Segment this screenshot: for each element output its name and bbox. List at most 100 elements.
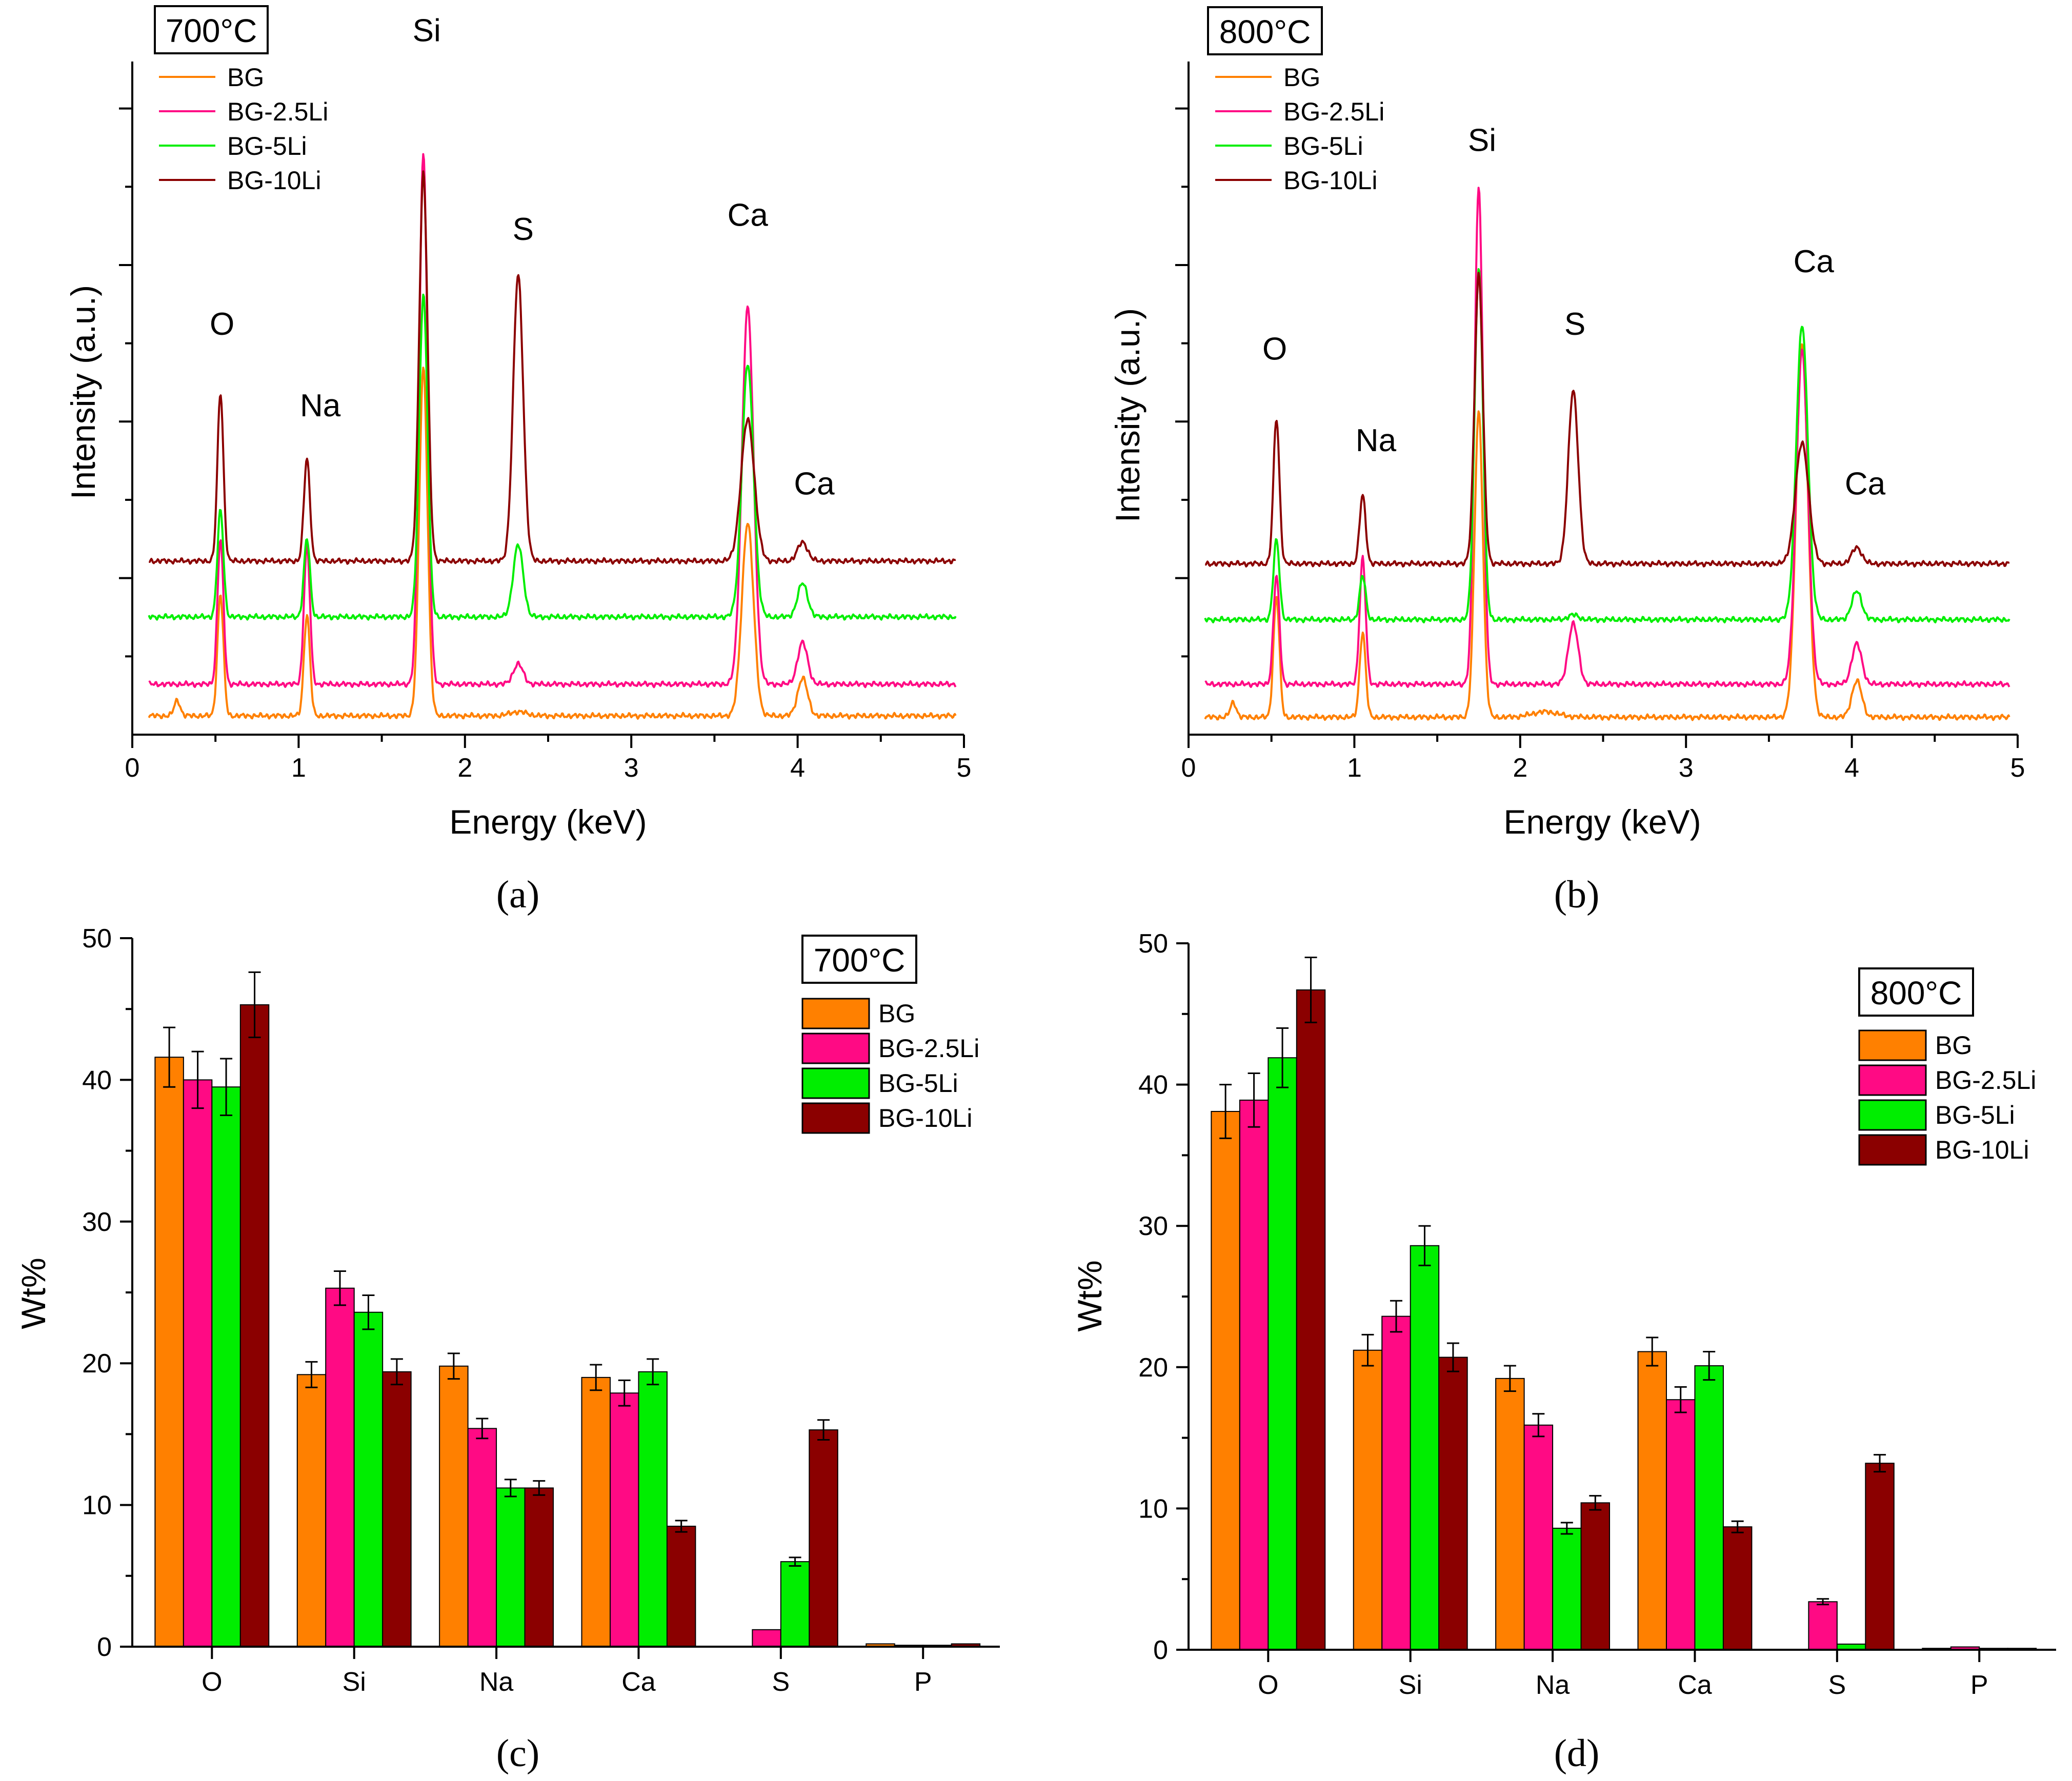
- x-axis-label: Energy (keV): [1503, 803, 1701, 841]
- series-line-bg-5li: [1204, 268, 2010, 623]
- bar-bg-5li-na: [1552, 1527, 1582, 1650]
- x-tick-label-o: O: [1258, 1670, 1278, 1700]
- y-tick-label: 0: [1153, 1635, 1168, 1665]
- bar-bg-10li-si: [382, 1371, 412, 1647]
- series-line-bg-5li: [148, 293, 957, 621]
- peak-label-o: O: [1262, 332, 1287, 367]
- y-tick-label: 50: [82, 924, 112, 954]
- panel-caption: (a): [496, 873, 539, 916]
- y-tick-label: 40: [1138, 1070, 1168, 1100]
- bar-bg-2-5li-s: [752, 1629, 781, 1648]
- bar-bg-5li-na: [496, 1487, 526, 1647]
- x-tick-label: 4: [790, 753, 805, 783]
- x-tick-label-si: Si: [343, 1667, 366, 1697]
- legend-swatch-bg: [801, 998, 870, 1029]
- bar-bg-2-5li-o: [183, 1079, 213, 1647]
- bar-bg-10li-o: [239, 1004, 270, 1647]
- bar-bg-10li-na: [1580, 1502, 1611, 1650]
- series-line-bg: [148, 367, 957, 720]
- peak-label-ca: Ca: [1794, 244, 1835, 279]
- legend-label-bg-2-5li: BG-2.5Li: [227, 97, 328, 126]
- series-line-bg-2-5li: [148, 153, 957, 689]
- legend-label-bg-5li: BG-5Li: [1935, 1101, 2015, 1129]
- x-tick-label-s: S: [1828, 1670, 1846, 1700]
- x-tick-label: 1: [291, 753, 306, 783]
- bar-bg-o: [154, 1057, 184, 1647]
- y-tick-label: 20: [82, 1349, 112, 1379]
- bar-bg-2-5li-s: [1808, 1601, 1838, 1650]
- x-tick-label: 5: [2010, 753, 2025, 783]
- legend-label-bg: BG: [1935, 1031, 1972, 1060]
- x-tick-label: 0: [1181, 753, 1196, 783]
- peak-label-si: Si: [413, 13, 441, 49]
- x-tick-label-o: O: [202, 1667, 222, 1697]
- x-tick-label-p: P: [1970, 1670, 1988, 1700]
- bar-bg-5li-s: [780, 1561, 810, 1647]
- x-tick-label-si: Si: [1399, 1670, 1422, 1700]
- bar-bg-5li-ca: [638, 1371, 668, 1647]
- bar-bg-si: [1353, 1349, 1383, 1650]
- bar-bg-10li-si: [1438, 1357, 1468, 1651]
- bar-bg-10li-ca: [1722, 1526, 1753, 1651]
- panel-caption: (c): [496, 1732, 539, 1775]
- y-tick-label: 10: [1138, 1494, 1168, 1524]
- legend-swatch-bg: [1858, 1029, 1927, 1061]
- series-line-bg: [1204, 343, 2010, 721]
- panel-caption: (b): [1554, 873, 1600, 916]
- legend-label-bg: BG: [227, 63, 264, 92]
- temperature-box: [154, 5, 269, 54]
- legend-label-bg-5li: BG-5Li: [227, 132, 307, 160]
- x-tick-label: 2: [457, 753, 472, 783]
- temperature-box: [1207, 6, 1323, 55]
- peak-label-na: Na: [1356, 423, 1397, 458]
- legend-label-bg-2-5li: BG-2.5Li: [1283, 97, 1384, 126]
- bar-bg-na: [439, 1365, 469, 1647]
- y-tick-label: 30: [82, 1207, 112, 1237]
- series-line-bg-10li: [149, 170, 956, 565]
- panel-caption: (d): [1554, 1732, 1600, 1775]
- x-tick-label-na: Na: [1536, 1670, 1570, 1700]
- legend-label-bg-10li: BG-10Li: [878, 1104, 972, 1132]
- x-tick-label-ca: Ca: [621, 1667, 656, 1697]
- bar-bg-5li-si: [1410, 1245, 1440, 1650]
- peak-label-s: S: [1564, 307, 1585, 342]
- x-axis-label: Energy (keV): [449, 803, 647, 841]
- legend-label-bg-5li: BG-5Li: [1283, 132, 1363, 160]
- x-tick-label: 5: [957, 753, 972, 783]
- bar-bg-5li-si: [353, 1311, 384, 1648]
- bar-bg-ca: [1637, 1351, 1667, 1650]
- legend-swatch-bg-2-5li: [801, 1033, 870, 1064]
- bar-bg-2-5li-ca: [1665, 1399, 1696, 1650]
- bar-bg-o: [1211, 1110, 1240, 1651]
- peak-label-si: Si: [1468, 123, 1496, 158]
- bar-bg-2-5li-si: [325, 1287, 355, 1647]
- legend-label-bg-2-5li: BG-2.5Li: [878, 1034, 979, 1063]
- x-tick-label: 2: [1513, 753, 1527, 783]
- bar-bg-ca: [581, 1377, 611, 1648]
- bar-bg-10li-s: [809, 1429, 838, 1647]
- y-axis-label: Wt%: [1071, 1260, 1109, 1331]
- x-tick-label-s: S: [772, 1667, 790, 1697]
- x-tick-label-p: P: [914, 1667, 932, 1697]
- temperature-label: 700°C: [166, 12, 257, 49]
- legend-label-bg-2-5li: BG-2.5Li: [1935, 1066, 2036, 1095]
- peak-label-o: O: [210, 307, 234, 342]
- legend-label-bg: BG: [878, 999, 915, 1028]
- series-line-bg-2-5li: [1204, 187, 2010, 689]
- temperature-label: 700°C: [814, 942, 906, 979]
- bar-bg-10li-na: [524, 1487, 554, 1647]
- y-axis-label: Intensity (a.u.): [64, 285, 102, 499]
- temperature-box: [801, 935, 917, 984]
- y-axis-label: Intensity (a.u.): [1109, 308, 1146, 522]
- x-tick-label: 0: [125, 753, 140, 783]
- peak-label-ca: Ca: [728, 197, 769, 233]
- bar-bg-2-5li-si: [1381, 1315, 1411, 1650]
- legend-label-bg-10li: BG-10Li: [1283, 166, 1377, 195]
- y-tick-label: 10: [82, 1491, 112, 1521]
- legend-swatch-bg-10li: [801, 1102, 870, 1134]
- series-line-bg-10li: [1204, 272, 2010, 568]
- panel-b-spectrum: 0 1 2 3 4 5 Energy (keV) Intensity (a.u.) 800…: [1109, 6, 2025, 916]
- x-tick-label: 3: [624, 753, 639, 783]
- x-tick-label: 1: [1347, 753, 1362, 783]
